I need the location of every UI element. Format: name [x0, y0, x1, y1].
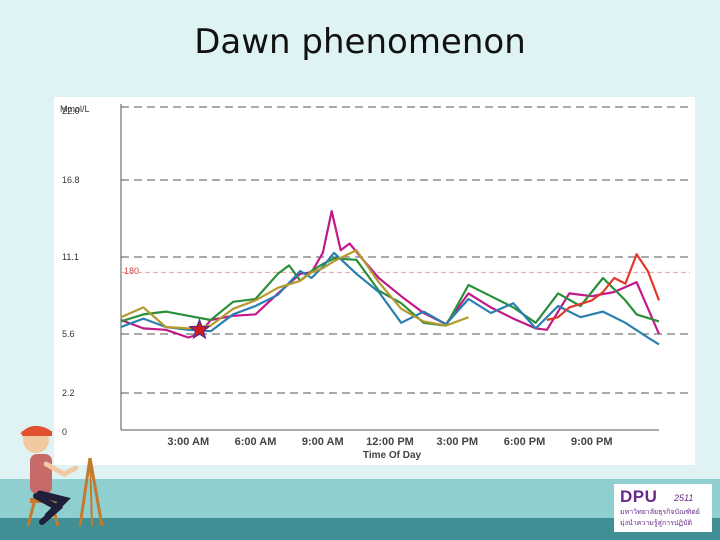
x-axis-label: Time Of Day: [363, 450, 422, 461]
glucose-chart: Mmol/L 22.0 16.8 11.1 5.6 2.2 0 180 3:00 AM 6:…: [54, 97, 695, 465]
y-tick-label: 0: [62, 427, 67, 437]
y-axis-label: Mmol/L: [60, 104, 90, 114]
x-tick-label: 3:00 PM: [436, 436, 478, 448]
x-tick-label: 6:00 PM: [504, 436, 546, 448]
student-mascot-icon: [20, 425, 104, 527]
y-tick-labels: 22.0 16.8 11.1 5.6 2.2 0: [62, 106, 80, 437]
marker-group: [188, 318, 211, 340]
series-lines: [120, 210, 661, 346]
logo-text-line2: มุ่งนำความรู้สู่การปฏิบัติ: [620, 520, 692, 527]
gridlines: [121, 106, 690, 394]
reference-line-group: 180: [121, 266, 690, 276]
logo-wordmark: DPU: [620, 487, 658, 506]
x-tick-label: 6:00 AM: [235, 436, 277, 448]
y-tick-label: 11.1: [62, 252, 79, 262]
y-tick-label: 5.6: [62, 329, 75, 339]
y-tick-label: 16.8: [62, 175, 80, 185]
university-logo: DPU 2511 มหาวิทยาลัยธุรกิจบัณฑิตย์ มุ่งน…: [614, 484, 712, 532]
reference-label: 180: [124, 266, 139, 276]
x-tick-label: 3:00 AM: [167, 436, 209, 448]
star-marker-icon: [188, 318, 211, 340]
x-tick-label: 9:00 PM: [571, 436, 613, 448]
series-line-5: [546, 253, 661, 322]
chart-canvas: Mmol/L 22.0 16.8 11.1 5.6 2.2 0 180 3:00 AM 6:…: [60, 104, 690, 461]
x-tick-label: 12:00 PM: [366, 436, 414, 448]
slide-title: Dawn phenomenon: [194, 22, 526, 62]
y-tick-label: 2.2: [62, 388, 75, 398]
x-tick-labels: 3:00 AM 6:00 AM 9:00 AM 12:00 PM 3:00 PM 6:00…: [167, 436, 612, 448]
footer-band: [0, 479, 720, 518]
series-line-3: [120, 251, 660, 346]
footer-band-dark: [0, 518, 720, 540]
series-line-2: [120, 257, 660, 327]
y-tick-label: 22.0: [62, 106, 80, 116]
x-tick-label: 9:00 AM: [302, 436, 344, 448]
logo-year: 2511: [674, 493, 694, 503]
logo-text-line1: มหาวิทยาลัยธุรกิจบัณฑิตย์: [620, 509, 700, 516]
series-line-4: [120, 249, 469, 330]
